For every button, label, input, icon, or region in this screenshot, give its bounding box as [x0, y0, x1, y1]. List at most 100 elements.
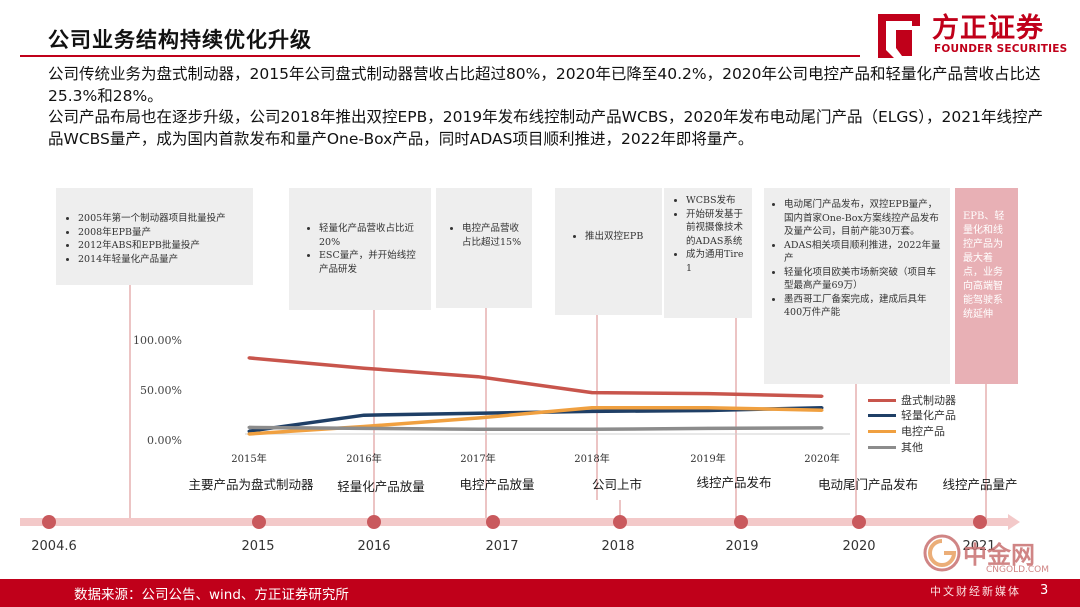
timeline-year: 2015: [241, 539, 275, 554]
data-source: 数据来源：公司公告、wind、方正证券研究所: [74, 587, 349, 603]
data-point: [476, 427, 480, 431]
founder-logo-icon: [878, 14, 920, 58]
milestone-label: 线控产品量产: [942, 477, 1018, 492]
event-box-2016: 轻量化产品营收占比近20% ESC量产，并开始线控产品研发: [289, 188, 431, 310]
event-connectors: [129, 285, 987, 520]
x-tick-label: 2015年: [231, 454, 267, 465]
timeline-dot: [486, 515, 500, 529]
data-point: [820, 426, 824, 430]
y-tick-label: 100.00%: [133, 334, 182, 347]
event-box-2004: 2005年第一个制动器项目批量投产 2008年EPB量产 2012年ABS和EP…: [56, 188, 253, 285]
legend-swatch: [868, 414, 896, 417]
x-tick-label: 2016年: [346, 454, 382, 465]
milestone-label: 公司上市: [591, 477, 642, 492]
intro-paragraph-2: 公司产品布局也在逐步升级，公司2018年推出双控EPB，2019年发布线控制动产…: [48, 108, 1043, 148]
data-point: [590, 409, 594, 413]
milestone-label: 线控产品发布: [696, 475, 772, 490]
data-point: [362, 366, 366, 370]
legend-label: 其他: [901, 441, 923, 454]
data-point: [820, 408, 824, 412]
title-divider: [20, 55, 860, 57]
timeline-year: 2004.6: [31, 539, 77, 554]
x-tick-label: 2019年: [690, 454, 726, 465]
data-point: [590, 406, 594, 410]
event-item: 开始研发基于前视摄像技术的ADAS系统: [686, 208, 748, 249]
event-item: WCBS发布: [686, 194, 748, 208]
watermark-domain: CNGOLD.COM: [986, 565, 1050, 575]
watermark-tagline: 中文财经新媒体: [930, 585, 1021, 598]
event-item: 轻量化产品营收占比近20%: [319, 222, 421, 249]
timeline-dot: [973, 515, 987, 529]
milestone-label: 轻量化产品放量: [337, 479, 425, 494]
event-item: 电动尾门产品发布，双控EPB量产，国内首家One-Box方案线控产品发布及量产公…: [784, 198, 942, 239]
milestone-label: 电控产品放量: [459, 477, 535, 492]
event-item: ESC量产，并开始线控产品研发: [319, 249, 421, 276]
milestone-label: 主要产品为盘式制动器: [188, 477, 314, 492]
timeline-dot: [734, 515, 748, 529]
legend-swatch: [868, 446, 896, 449]
data-point: [706, 409, 710, 412]
timeline-dot: [852, 515, 866, 529]
event-item: 2008年EPB量产: [78, 226, 243, 240]
event-item: 墨西哥工厂备案完成，建成后具年400万件产能: [784, 293, 942, 320]
legend-label: 电控产品: [901, 425, 945, 438]
timeline-year: 2017: [485, 539, 519, 554]
page-title: 公司业务结构持续优化升级: [48, 28, 312, 52]
event-item: 推出双控EPB: [585, 230, 656, 244]
watermark-name: 中金网: [963, 541, 1035, 569]
data-point: [362, 426, 366, 430]
x-tick-label: 2020年: [804, 454, 840, 465]
event-box-2017: 电控产品营收占比超过15%: [436, 188, 532, 308]
data-point: [476, 411, 480, 415]
footer-band: [0, 579, 1080, 607]
data-point: [706, 426, 710, 430]
event-item: 2012年ABS和EPB批量投产: [78, 239, 243, 253]
milestone-label: 电动尾门产品发布: [817, 477, 918, 492]
timeline-year: 2018: [601, 539, 635, 554]
data-point: [590, 427, 594, 431]
y-tick-label: 0.00%: [147, 434, 182, 447]
data-point: [362, 413, 366, 417]
event-item: 轻量化项目欧美市场新突破（项目车型最高产量69万）: [784, 266, 942, 293]
timeline-year: 2019: [725, 539, 759, 554]
x-tick-label: 2017年: [460, 454, 496, 465]
legend-swatch: [868, 399, 896, 402]
timeline-year: 2016: [357, 539, 391, 554]
timeline-dot: [613, 515, 627, 529]
event-box-2019: WCBS发布 开始研发基于前视摄像技术的ADAS系统 成为通用Tire 1: [664, 188, 752, 318]
timeline-bar: [20, 514, 1020, 530]
data-point: [706, 392, 710, 396]
event-summary: EPB、轻量化和线控产品为最大着点，业务向高端智能驾驶系统延伸: [963, 211, 1005, 320]
x-tick-label: 2018年: [574, 454, 610, 465]
data-point: [247, 356, 251, 360]
data-point: [706, 406, 710, 410]
data-point: [590, 391, 594, 395]
data-point: [476, 375, 480, 379]
data-point: [820, 394, 824, 398]
event-item: 电控产品营收占比超过15%: [462, 222, 526, 249]
event-box-2020: 电动尾门产品发布，双控EPB量产，国内首家One-Box方案线控产品发布及量产公…: [764, 188, 950, 384]
legend-swatch: [868, 430, 896, 433]
timeline-year: 2020: [842, 539, 876, 554]
legend-label: 轻量化产品: [901, 409, 956, 422]
event-box-2021: EPB、轻量化和线控产品为最大着点，业务向高端智能驾驶系统延伸: [955, 188, 1018, 384]
series-layer: [247, 356, 824, 436]
event-box-2018: 推出双控EPB: [555, 188, 662, 315]
data-point: [247, 432, 251, 436]
data-point: [247, 429, 251, 433]
brand-name: 方正证券: [932, 13, 1044, 44]
event-item: 成为通用Tire 1: [686, 248, 748, 275]
event-item: 2005年第一个制动器项目批量投产: [78, 212, 243, 226]
intro-paragraph-1: 公司传统业务为盘式制动器，2015年公司盘式制动器营收占比超过80%，2020年…: [48, 65, 1041, 105]
event-item: 2014年轻量化产品量产: [78, 253, 243, 267]
timeline-year: 2021: [962, 539, 996, 554]
series-line-0: [248, 356, 823, 398]
timeline-dot: [252, 515, 266, 529]
timeline-layer: [20, 514, 1020, 530]
cngold-logo-icon: [923, 534, 961, 572]
timeline-dot: [42, 515, 56, 529]
brand-name-english: FOUNDER SECURITIES: [934, 43, 1068, 55]
data-point: [247, 425, 251, 429]
y-tick-label: 50.00%: [140, 384, 182, 397]
